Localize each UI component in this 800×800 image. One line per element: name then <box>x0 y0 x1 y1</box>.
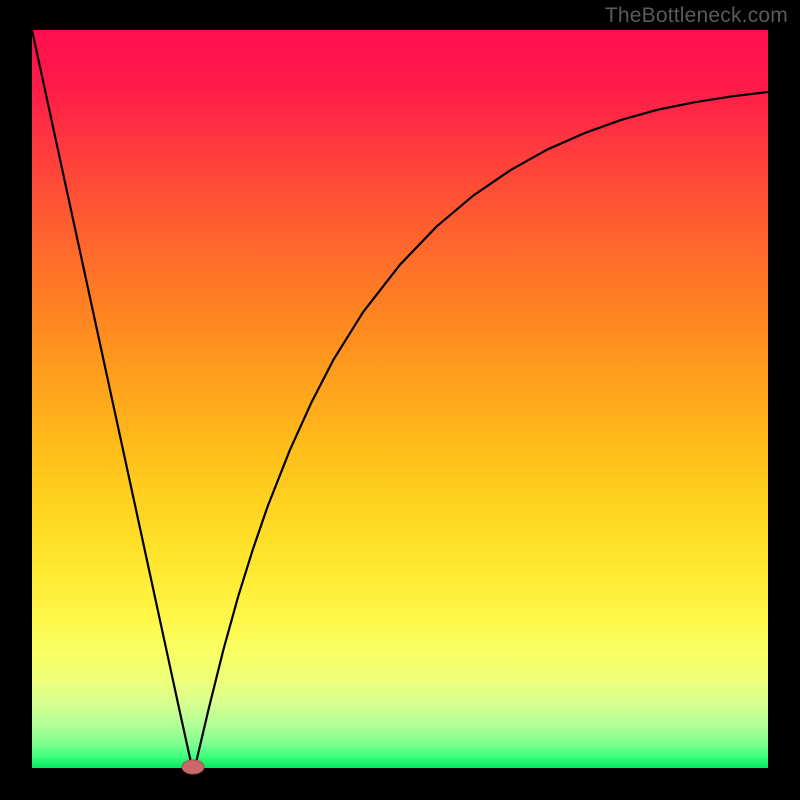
chart-svg <box>32 30 768 768</box>
plot-area <box>32 30 768 768</box>
chart-container: TheBottleneck.com <box>0 0 800 800</box>
chart-background <box>32 30 768 768</box>
minimum-marker <box>178 757 208 777</box>
watermark-text: TheBottleneck.com <box>605 4 788 28</box>
